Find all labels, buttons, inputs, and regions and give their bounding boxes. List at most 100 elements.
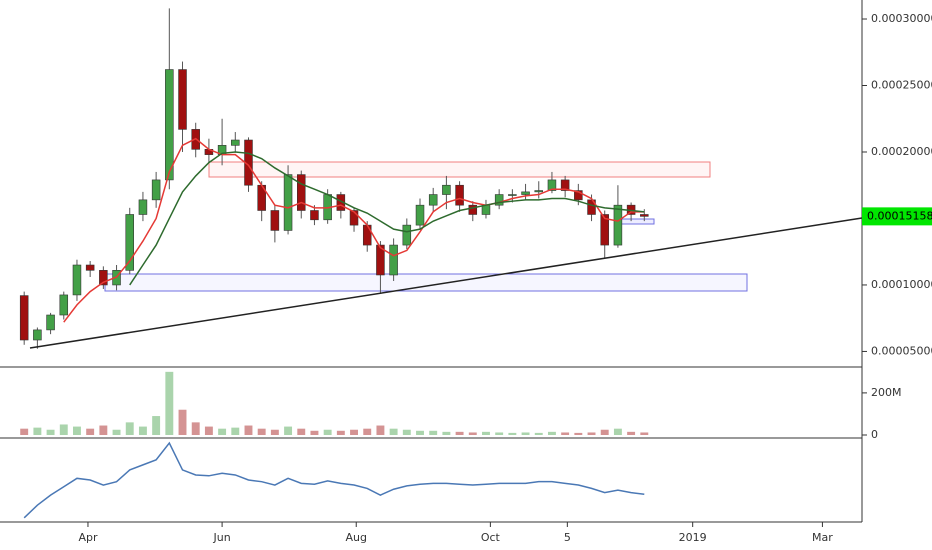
volume-tick-label: 0 [871, 428, 878, 441]
last-price-box [862, 207, 932, 226]
candle-body [613, 204, 623, 246]
x-tick-label: Apr [78, 531, 98, 544]
candle-body [178, 69, 187, 130]
volume-bar [73, 426, 81, 435]
candle-body [481, 204, 491, 215]
x-tick-label: Oct [481, 531, 501, 544]
consolidation-zone [617, 218, 655, 225]
volume-bar [600, 429, 609, 435]
volume-bar [561, 432, 570, 435]
volume-bar [534, 432, 543, 435]
volume-bar [191, 422, 200, 435]
volume-bar [46, 429, 55, 435]
volume-bar [402, 429, 411, 435]
volume-bar [231, 427, 240, 435]
volume-bar [257, 428, 266, 435]
volume-bar [112, 429, 121, 435]
volume-bar [310, 430, 319, 435]
candle-body [270, 210, 280, 231]
candle-body [19, 295, 29, 341]
volume-bar [442, 431, 451, 435]
volume-bar [613, 428, 622, 435]
candle-body [138, 199, 148, 215]
volume-bar [99, 425, 108, 435]
volume-bar [244, 425, 253, 435]
volume-bar [59, 424, 68, 435]
volume-bar [482, 431, 490, 435]
volume-bar [125, 422, 134, 435]
y-tick-label: 0.00020000 [871, 145, 932, 158]
candle-body [99, 270, 108, 286]
volume-bar [138, 426, 147, 435]
candle-body [283, 174, 293, 231]
volume-bar [270, 429, 279, 435]
candle-body [125, 214, 134, 271]
candle-body [560, 179, 570, 191]
candle-body [165, 69, 174, 181]
x-tick-label: Mar [812, 531, 833, 544]
candle-body [428, 194, 438, 206]
candle-body [389, 244, 398, 276]
candle-body [33, 329, 42, 341]
candle-body [349, 210, 359, 226]
volume-bar [178, 409, 187, 435]
volume-bar [547, 431, 556, 435]
x-tick-label: Jun [213, 531, 231, 544]
volume-bar [218, 428, 227, 435]
volume-bar [204, 426, 213, 435]
candle-body [640, 214, 649, 217]
candle-body [442, 184, 451, 195]
candle-body [72, 264, 82, 296]
candle-body [547, 179, 557, 191]
candle-body [376, 244, 385, 276]
last-price-label: 0.00015158 [867, 209, 932, 222]
volume-bar [152, 416, 161, 435]
volume-bar [297, 428, 306, 435]
candle-body [362, 224, 372, 246]
candle-body [85, 264, 95, 271]
y-tick-label: 0.00010000 [871, 278, 932, 291]
volume-bar [495, 432, 504, 435]
candle-body [310, 210, 319, 221]
y-tick-label: 0.00005000 [871, 344, 932, 357]
volume-bar [336, 430, 345, 435]
candle-body [494, 194, 504, 206]
volume-bar [455, 431, 464, 435]
volume-bar [284, 426, 293, 435]
volume-bar [376, 425, 385, 435]
candle-body [508, 194, 517, 196]
volume-bar [468, 432, 477, 435]
volume-bar [508, 432, 517, 435]
candle-body [46, 314, 55, 331]
candle-body [455, 184, 464, 206]
resistance-zone [208, 161, 711, 178]
candle-body [297, 174, 306, 211]
candle-body [534, 190, 544, 193]
volume-tick-label: 200M [871, 386, 902, 399]
candle-body [231, 139, 240, 146]
candle-body [468, 204, 478, 215]
moving-average [129, 151, 645, 286]
y-tick-label: 0.00025000 [871, 79, 932, 92]
candle-body [415, 204, 425, 226]
x-tick-label: Aug [345, 531, 366, 544]
support-zone [104, 273, 748, 292]
volume-bar [350, 429, 358, 435]
volume-bar [165, 371, 174, 435]
volume-bar [33, 427, 42, 435]
moving-average [63, 137, 645, 323]
volume-bar [86, 428, 95, 435]
volume-bar [389, 428, 398, 435]
x-tick-label: 2019 [679, 531, 707, 544]
volume-bar [587, 432, 596, 435]
candle-body [574, 190, 583, 201]
candle-body [600, 214, 609, 246]
volume-bar [20, 428, 29, 435]
volume-bar [323, 429, 332, 435]
candle-body [59, 294, 69, 316]
volume-bar [363, 428, 372, 435]
candle-body [521, 191, 530, 195]
x-tick-label: 5 [564, 531, 571, 544]
